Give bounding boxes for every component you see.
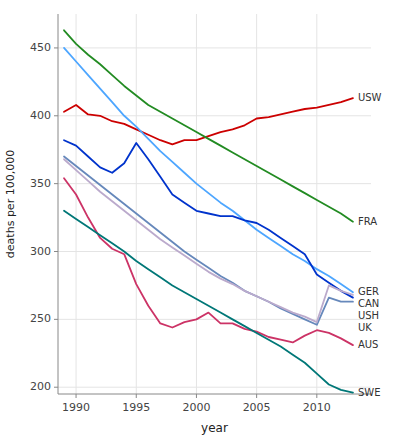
grid-line (196, 14, 197, 394)
x-tick (136, 394, 137, 398)
series-label: UK (358, 322, 372, 333)
y-tick (54, 387, 58, 388)
series-line (64, 98, 353, 144)
x-tick-label: 2000 (182, 401, 210, 414)
y-tick-label: 200 (30, 380, 51, 393)
x-axis-line (58, 394, 371, 395)
y-tick-label: 400 (30, 109, 51, 122)
grid-line (136, 14, 137, 394)
grid-line (58, 387, 371, 388)
y-axis-line (58, 14, 59, 394)
y-axis-label: deaths per 100,000 (4, 150, 17, 258)
y-tick (54, 47, 58, 48)
grid-line (58, 183, 371, 184)
chart: 200 250 300 350 400 450 1990 1995 2000 2005 2010 ye… (0, 0, 413, 440)
x-tick-label: 1990 (62, 401, 90, 414)
y-tick (54, 251, 58, 252)
grid (58, 14, 371, 394)
series-label: AUS (358, 339, 379, 350)
x-tick (316, 394, 317, 398)
series-label: CAN (358, 298, 379, 309)
grid-line (316, 14, 317, 394)
x-tick-label: 1995 (122, 401, 150, 414)
series-labels: USW FRA GERCANUSHUK AUS SWE (358, 92, 382, 398)
grid-line (256, 14, 257, 394)
grid-line (58, 47, 371, 48)
series-label: GER (358, 286, 379, 297)
x-tick-label: 2010 (303, 401, 331, 414)
series-label: SWE (358, 387, 381, 398)
y-tick (54, 115, 58, 116)
x-tick (196, 394, 197, 398)
grid-line (76, 14, 77, 394)
series-line (64, 178, 353, 345)
series-label: USH (358, 310, 379, 321)
y-tick-label: 250 (30, 312, 51, 325)
x-tick (256, 394, 257, 398)
y-tick-label: 350 (30, 177, 51, 190)
grid-line (58, 115, 371, 116)
x-axis-label: year (201, 421, 228, 435)
series-line (64, 140, 353, 297)
series-label: USW (358, 92, 382, 103)
x-tick-label: 2005 (243, 401, 271, 414)
lines (64, 30, 353, 392)
x-tick (76, 394, 77, 398)
y-tick-label: 450 (30, 41, 51, 54)
series-line (64, 211, 353, 393)
y-tick-label: 300 (30, 245, 51, 258)
grid-line (58, 251, 371, 252)
series-label: FRA (358, 216, 377, 227)
y-tick (54, 183, 58, 184)
y-tick (54, 319, 58, 320)
